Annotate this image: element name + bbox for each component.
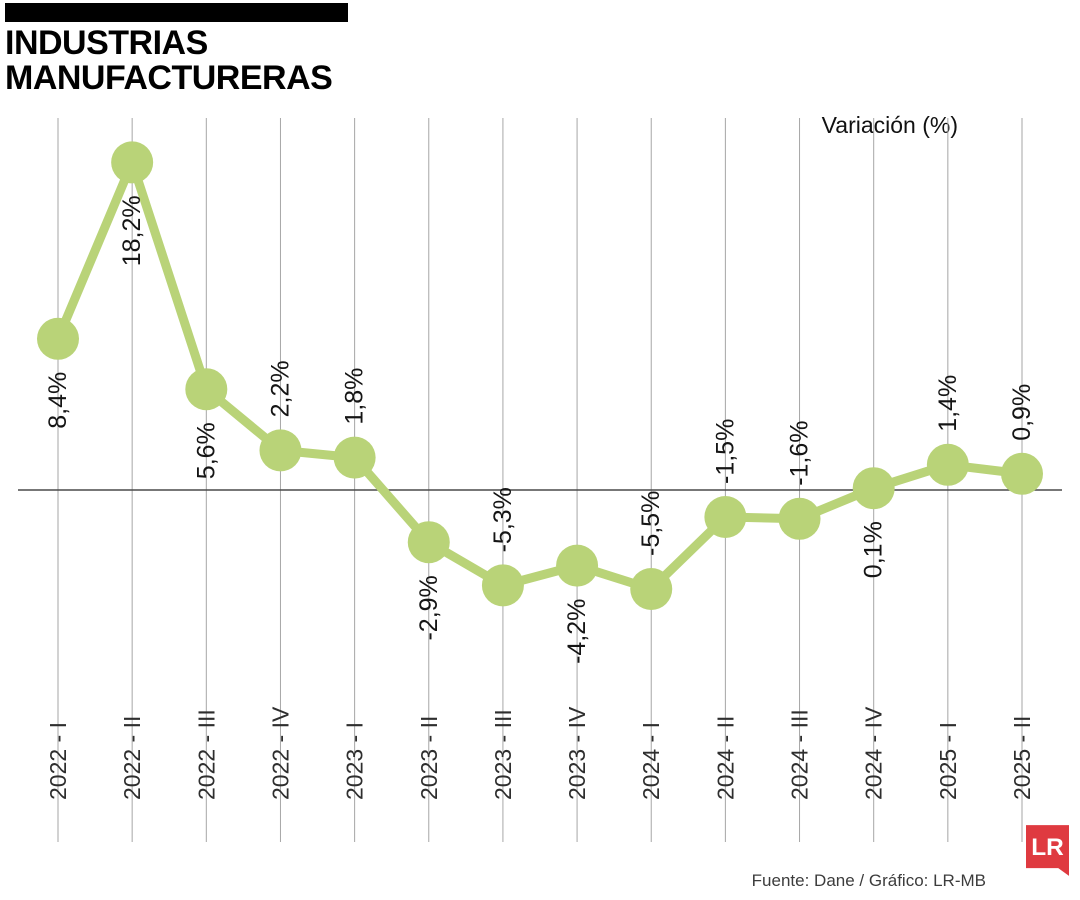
x-axis-label: 2024 - II bbox=[712, 716, 738, 800]
line-chart: 8,4% 18,2% 5,6% 2,2% 1,8% -2,9% -5,3% -4,2% -5,5… bbox=[18, 118, 1062, 842]
data-point-marker bbox=[111, 141, 154, 184]
x-axis-label: 2022 - IV bbox=[267, 706, 293, 800]
value-label: 1,4% bbox=[934, 375, 962, 432]
value-label: -5,3% bbox=[489, 487, 517, 552]
y-axis-title: Variación (%) bbox=[817, 112, 962, 139]
source-credit: Fuente: Dane / Gráfico: LR-MB bbox=[751, 871, 986, 890]
x-axis-label: 2024 - I bbox=[638, 722, 664, 800]
x-axis-label: 2023 - I bbox=[342, 722, 368, 800]
x-axis-label: 2025 - II bbox=[1009, 716, 1035, 800]
data-point-marker bbox=[185, 368, 228, 411]
lr-logo: LR bbox=[1026, 825, 1069, 876]
title-rule bbox=[5, 3, 348, 22]
value-label: -2,9% bbox=[415, 575, 443, 640]
value-label: 5,6% bbox=[192, 422, 220, 479]
x-axis-label: 2023 - II bbox=[416, 716, 442, 800]
value-label: 0,9% bbox=[1008, 384, 1036, 441]
value-label: -4,2% bbox=[563, 599, 591, 664]
data-point-marker bbox=[852, 467, 895, 510]
x-axis-label: 2022 - II bbox=[119, 716, 145, 800]
lr-logo-text: LR bbox=[1031, 834, 1064, 861]
data-point-marker bbox=[556, 544, 599, 587]
data-point-marker bbox=[481, 564, 524, 607]
data-point-marker bbox=[704, 496, 747, 538]
x-axis-label: 2022 - III bbox=[193, 709, 219, 800]
lr-logo-shape bbox=[1026, 825, 1069, 876]
page-title: INDUSTRIAS MANUFACTURERAS bbox=[5, 24, 333, 98]
x-axis-label: 2024 - III bbox=[787, 709, 813, 800]
data-point-marker bbox=[407, 521, 450, 564]
value-label: 1,8% bbox=[341, 368, 369, 425]
data-point-marker bbox=[630, 568, 673, 610]
value-label: -1,5% bbox=[711, 419, 739, 484]
value-label: 2,2% bbox=[266, 360, 294, 417]
value-label: 0,1% bbox=[860, 521, 888, 578]
data-point-marker bbox=[1001, 452, 1043, 495]
x-axis-label: 2025 - I bbox=[935, 722, 961, 800]
value-label: 18,2% bbox=[118, 195, 146, 266]
data-point-marker bbox=[259, 429, 302, 472]
data-point-marker bbox=[333, 436, 376, 479]
x-axis-label: 2023 - IV bbox=[564, 706, 590, 800]
data-point-marker bbox=[778, 497, 821, 540]
value-label: -1,6% bbox=[786, 420, 814, 485]
value-label: 8,4% bbox=[44, 372, 72, 429]
value-label: -5,5% bbox=[637, 491, 665, 556]
x-axis-label: 2023 - III bbox=[490, 709, 516, 800]
x-axis-label: 2022 - I bbox=[45, 722, 71, 800]
data-point-marker bbox=[37, 317, 79, 360]
x-axis-label: 2024 - IV bbox=[861, 706, 887, 800]
data-point-marker bbox=[926, 443, 969, 486]
